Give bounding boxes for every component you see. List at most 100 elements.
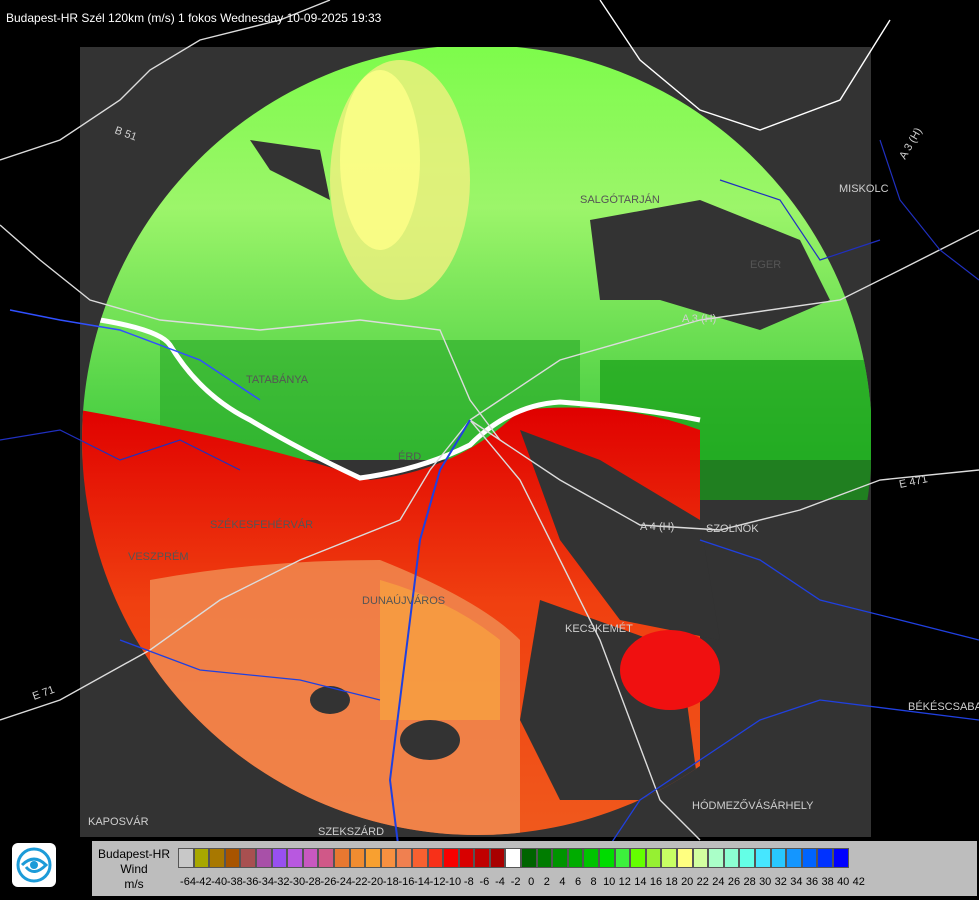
legend-tick-label: -6 <box>479 876 490 888</box>
legend-swatch <box>630 848 646 868</box>
legend-swatch <box>365 848 381 868</box>
legend-tick-label: -30 <box>289 876 306 888</box>
legend-swatch <box>224 848 241 868</box>
legend-tick-label: -10 <box>445 876 462 888</box>
legend-tick-label: 16 <box>649 876 663 888</box>
legend-tick-label: 14 <box>634 876 647 888</box>
legend-tick-label: 28 <box>743 876 756 888</box>
color-legend: Budapest-HR Wind m/s -64 -42 -40 -38 -36 -34-… <box>92 841 977 896</box>
label-hodmezovasarhely: HÓDMEZŐVÁSÁRHELY <box>692 798 814 812</box>
legend-swatch <box>443 848 459 868</box>
label-bekescsaba: BÉKÉSCSABA <box>908 700 979 713</box>
legend-tick-label: 0 <box>528 876 535 888</box>
legend-swatch <box>645 848 662 868</box>
label-kecskemet: KECSKEMÉT <box>565 622 633 635</box>
legend-tick-label: -40 <box>211 876 228 888</box>
legend-swatch <box>708 848 724 868</box>
legend-tick-label: 34 <box>790 876 803 888</box>
legend-swatch <box>801 848 818 868</box>
legend-swatch <box>536 848 553 868</box>
legend-swatch <box>614 848 631 868</box>
legend-tick-label: 42 <box>852 876 865 888</box>
legend-swatch <box>817 848 833 868</box>
legend-tick-label: 20 <box>681 876 694 888</box>
legend-swatch <box>271 848 288 868</box>
legend-tick-label: -32 <box>273 876 290 888</box>
label-szolnok: SZOLNOK <box>706 523 759 535</box>
legend-swatch <box>240 848 256 868</box>
legend-swatch <box>677 848 693 868</box>
legend-swatch <box>178 848 194 868</box>
legend-swatch <box>255 848 272 868</box>
label-erd: ÉRD <box>398 450 421 463</box>
legend-swatch <box>287 848 303 868</box>
legend-swatch <box>209 848 225 868</box>
legend-swatch <box>754 848 771 868</box>
legend-tick-label: -24 <box>336 876 352 888</box>
label-tatabanya: TATABÁNYA <box>246 373 309 386</box>
legend-tick-label: -8 <box>463 876 474 888</box>
legend-swatch <box>302 848 319 868</box>
legend-tick-label: -42 <box>195 876 212 888</box>
legend-swatch <box>770 848 787 868</box>
legend-swatch <box>333 848 350 868</box>
label-szekszard: SZEKSZÁRD <box>318 825 384 838</box>
legend-tick-label: -20 <box>367 876 384 888</box>
legend-tick-label: -14 <box>414 876 430 888</box>
label-road-a4h: A 4 (H) <box>640 521 674 533</box>
legend-swatch <box>567 848 584 868</box>
legend-tick-label: 26 <box>727 876 741 888</box>
legend-swatch <box>552 848 568 868</box>
legend-tick-label: -28 <box>304 876 321 888</box>
legend-swatch <box>661 848 677 868</box>
legend-tick-label: 38 <box>821 876 834 888</box>
label-road-e471: E 471 <box>898 473 929 491</box>
map-overlay <box>0 0 979 861</box>
legend-tick-label: -38 <box>226 876 243 888</box>
legend-station: Budapest-HR <box>97 847 171 861</box>
legend-swatch <box>458 848 475 868</box>
legend-swatch <box>505 848 522 868</box>
label-road-a3h-mid: A 3 (H) <box>682 313 716 325</box>
legend-tick-label: -4 <box>495 876 505 888</box>
logo <box>12 843 56 887</box>
label-salgotarjan: SALGÓTARJÁN <box>580 193 660 206</box>
label-road-e71: E 71 <box>31 684 56 703</box>
legend-swatches <box>178 848 849 868</box>
legend-swatch <box>692 848 709 868</box>
label-kaposvar: KAPOSVÁR <box>88 815 149 828</box>
legend-tick-label: 22 <box>696 876 709 888</box>
label-eger: EGER <box>750 259 781 271</box>
legend-swatch <box>521 848 537 868</box>
legend-tick-label: -22 <box>351 876 368 888</box>
legend-tick-label: 4 <box>559 876 566 888</box>
legend-tick-label: 18 <box>665 876 678 888</box>
legend-swatch <box>427 848 444 868</box>
legend-swatch <box>411 848 428 868</box>
legend-swatch <box>380 848 397 868</box>
legend-swatch <box>786 848 802 868</box>
legend-tick-label: -16 <box>398 876 415 888</box>
legend-tick-label: 2 <box>543 876 550 888</box>
legend-swatch <box>349 848 366 868</box>
legend-tick-label: 30 <box>759 876 772 888</box>
legend-tick-label: 32 <box>774 876 787 888</box>
legend-swatch <box>723 848 740 868</box>
legend-unit: m/s <box>124 877 144 891</box>
label-dunaujvaros: DUNAÚJVÁROS <box>362 594 445 607</box>
legend-swatch <box>474 848 490 868</box>
label-road-a3h-east: A 3 (H) <box>897 126 925 162</box>
map-title: Budapest-HR Szél 120km (m/s) 1 fokos Wed… <box>6 11 382 25</box>
label-veszprem: VESZPRÉM <box>128 550 189 563</box>
legend-tick-label: 6 <box>574 876 582 888</box>
legend-swatch <box>396 848 412 868</box>
legend-tick-label: 12 <box>618 876 631 888</box>
legend-swatch <box>193 848 210 868</box>
legend-swatch <box>489 848 506 868</box>
legend-swatch <box>599 848 615 868</box>
legend-tick-label: 40 <box>837 876 850 888</box>
legend-swatch <box>318 848 334 868</box>
legend-caption: Budapest-HR Wind m/s <box>92 847 176 892</box>
legend-swatch <box>739 848 755 868</box>
legend-swatch <box>583 848 600 868</box>
